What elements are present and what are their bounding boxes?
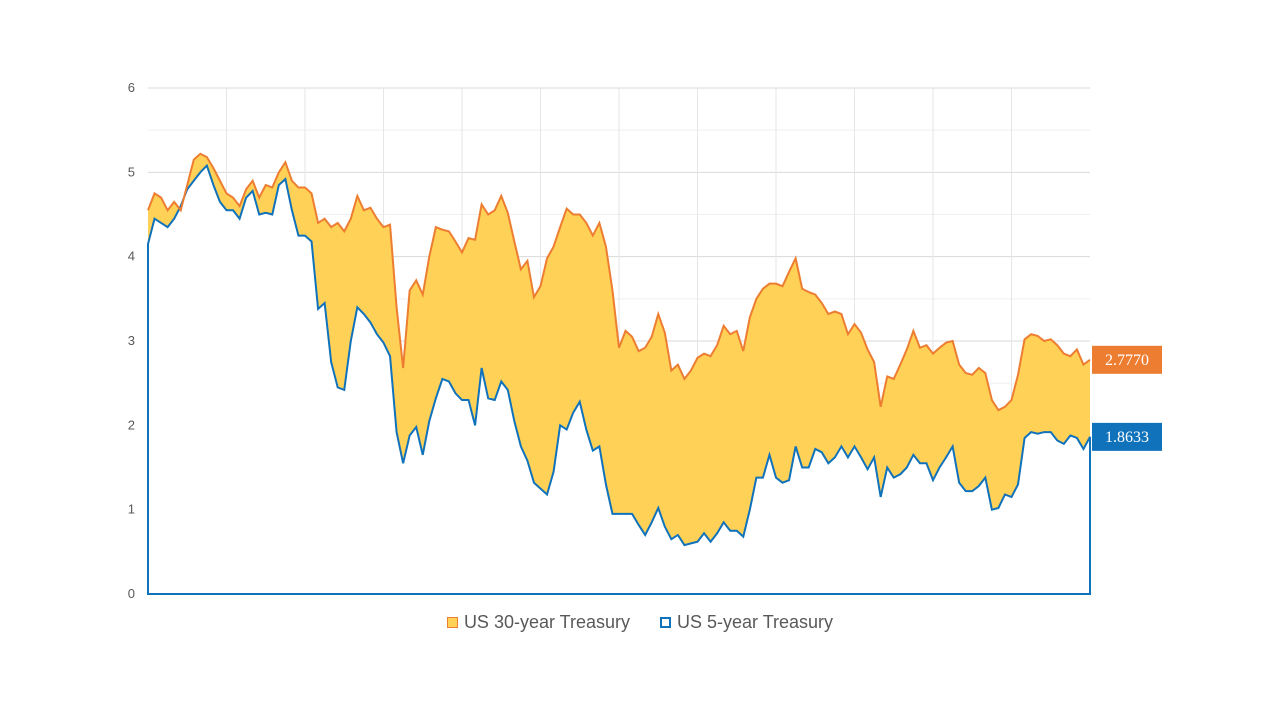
end-label-30-year: 2.7770	[1092, 345, 1162, 374]
line-30-year	[147, 152, 1091, 412]
area-below-5-year	[148, 165, 1090, 594]
legend-label-5-year: US 5-year Treasury	[677, 612, 834, 632]
end-label-30-year-box	[1092, 345, 1162, 374]
y-tick-label: 4	[128, 249, 135, 264]
legend-item-5-year: US 5-year Treasury	[660, 612, 833, 633]
y-axis-ticks: 0 1 2 3 4 5 6	[128, 80, 135, 601]
y-tick-label: 1	[128, 502, 135, 517]
legend-item-30-year: US 30-year Treasury	[446, 612, 630, 633]
legend: US 30-year Treasury US 5-year Treasury	[0, 612, 1280, 633]
y-tick-label: 2	[128, 417, 135, 432]
end-label-5-year: 1.8633	[1092, 422, 1162, 451]
legend-swatch-30-year	[446, 617, 458, 628]
end-label-5-year-box	[1092, 422, 1162, 451]
end-label-5-year-text: 1.8633	[1105, 429, 1149, 446]
y-tick-label: 0	[128, 586, 135, 601]
y-tick-label: 5	[128, 164, 135, 179]
legend-swatch-5-year	[660, 617, 671, 628]
y-tick-label: 6	[128, 80, 135, 95]
y-tick-label: 3	[128, 333, 135, 348]
end-labels: 2.7770 1.8633	[1092, 345, 1162, 451]
legend-label-30-year: US 30-year Treasury	[463, 612, 630, 632]
end-label-30-year-text: 2.7770	[1105, 352, 1149, 369]
line-5-year	[147, 163, 1091, 595]
